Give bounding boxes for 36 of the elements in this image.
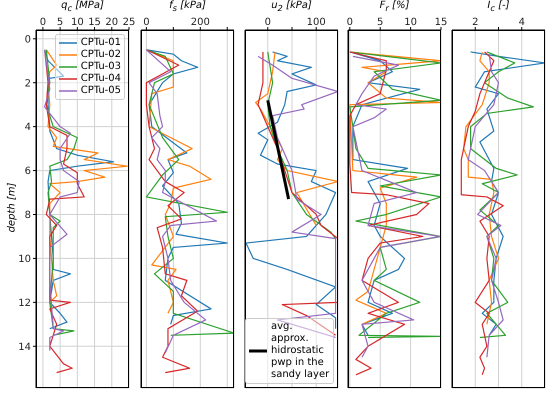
x-tick-label: 15	[434, 17, 448, 28]
legend-label: CPTu-04	[80, 73, 121, 85]
legend-label: CPTu-03	[80, 61, 121, 73]
y-tick-label: 12	[18, 298, 31, 309]
x-tick-label: 0	[143, 17, 150, 28]
x-tick-label: 20	[105, 17, 118, 28]
legend-label: CPTu-01	[80, 37, 121, 49]
y-tick-label: 8	[24, 210, 31, 222]
legend-label: CPTu-05	[80, 85, 121, 97]
legend-label: CPTu-02	[80, 49, 121, 61]
x-tick-label: 4	[518, 17, 525, 28]
x-axis-title: I$_{c}$ [-]	[486, 0, 511, 13]
y-tick-label: 4	[24, 122, 31, 134]
y-tick-label: 0	[24, 34, 31, 46]
x-tick-label: 200	[190, 17, 210, 28]
y-tick-label: 10	[18, 254, 31, 265]
x-axis-title: F$_{r}$ [%]	[378, 0, 410, 13]
y-axis-title: depth [m]	[6, 182, 18, 234]
x-tick-label: 0	[346, 17, 354, 28]
x-tick-label: 0	[40, 17, 46, 28]
x-tick-label: 10	[70, 17, 84, 28]
x-tick-label: 10	[404, 17, 417, 28]
x-axis-title: q$_{c}$ [MPa]	[60, 0, 105, 13]
legend-label: avg. approx. hidrostatic pwp in the sandy layer	[271, 321, 330, 381]
x-tick-label: 0	[264, 17, 271, 28]
x-tick-label: 2	[472, 17, 478, 28]
x-tick-label: 5	[377, 17, 384, 28]
x-tick-label: 15	[88, 17, 101, 28]
x-tick-label: 5	[56, 17, 64, 28]
y-tick-label: 2	[24, 78, 31, 90]
x-axis-title: f$_{s}$ [kPa]	[168, 0, 207, 13]
x-axis-title: u$_{2}$ [kPa]	[270, 0, 313, 13]
x-tick-label: 100	[306, 17, 326, 28]
y-tick-label: 6	[24, 166, 31, 178]
y-tick-label: 14	[18, 342, 31, 353]
x-tick-label: 25	[122, 17, 136, 28]
